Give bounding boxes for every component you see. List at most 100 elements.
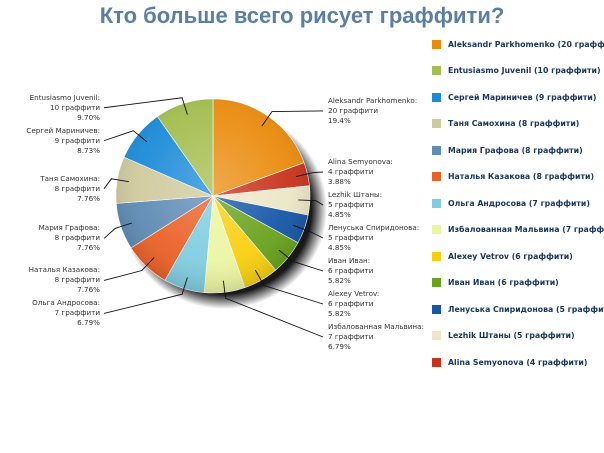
callout-таня-самохина: Таня Самохина: 8 граффити 7.76% xyxy=(40,174,100,204)
callout-name: Alina Semyonova: xyxy=(328,157,393,166)
legend-swatch xyxy=(432,198,441,208)
leader-line-alina-semyonova xyxy=(295,171,324,178)
callout-value-label: 8 граффити xyxy=(54,183,100,193)
legend-item-наталья-казакова: Наталья Казакова (8 граффити) xyxy=(432,172,604,182)
leader-line-aleksandr-parkhomenko xyxy=(261,110,324,127)
chart-title: Кто больше всего рисует граффити? xyxy=(99,3,505,28)
legend-item-ленуська-спиридонова: Ленуська Спиридонова (5 граффити) xyxy=(432,304,604,314)
legend-label: Иван Иван (6 граффити) xyxy=(448,278,559,287)
callout-name: Alexey Vetrov: xyxy=(328,289,380,298)
legend-label: Alexey Vetrov (6 граффити) xyxy=(448,251,573,261)
legend-label: Избалованная Мальвина (7 граффити xyxy=(448,225,604,234)
callout-name: Иван Иван: xyxy=(328,256,371,265)
legend-swatch xyxy=(432,66,441,75)
callout-value-label: 4 граффити xyxy=(328,167,374,176)
callout-name: Сергей Мариничев: xyxy=(26,125,100,135)
callout-name: Lezhik Штаны: xyxy=(328,190,383,199)
callout-percent-label: 6.79% xyxy=(328,342,351,351)
callout-percent-label: 4.85% xyxy=(328,210,351,219)
legend-swatch xyxy=(432,278,441,287)
legend-label: Наталья Казакова (8 граффити) xyxy=(448,172,595,181)
callout-percent-label: 7.76% xyxy=(77,193,100,203)
legend-item-aleksandr-parkhomenko: Aleksandr Parkhomenko (20 граффит xyxy=(432,39,604,49)
callout-percent-label: 5.82% xyxy=(328,309,351,318)
legend-label: Ольга Андросова (7 граффити) xyxy=(448,198,590,208)
callout-value-label: 8 граффити xyxy=(54,233,100,243)
legend-swatch xyxy=(432,251,441,261)
callout-value-label: 20 граффити xyxy=(328,105,378,115)
callout-percent-label: 6.79% xyxy=(77,318,100,328)
legend-item-мария-графова: Мария Графова (8 граффити) xyxy=(432,145,604,155)
callout-сергей-мариничев: Сергей Мариничев: 9 граффити 8.73% xyxy=(26,126,100,156)
callout-name: Aleksandr Parkhomenko: xyxy=(328,95,418,105)
callout-lezhik-штаны: Lezhik Штаны: 5 граффити 4.85% xyxy=(328,190,382,220)
leader-line-ленуська-спиридонова xyxy=(293,224,324,239)
legend-label: Мария Графова (8 граффити) xyxy=(448,145,583,155)
callout-name: Мария Графова: xyxy=(38,223,100,233)
callout-ленуська-спиридонова: Ленуська Спиридонова: 5 граффити 4.85% xyxy=(328,223,419,253)
legend-swatch xyxy=(432,39,441,49)
leader-line-таня-самохина xyxy=(103,178,129,190)
legend-label: Entusiasmo Juvenil (10 граффити) xyxy=(448,66,601,75)
legend-item-lezhik-штаны: Lezhik Штаны (5 граффити) xyxy=(432,331,604,341)
callout-value-label: 10 граффити xyxy=(50,102,100,112)
legend-item-иван-иван: Иван Иван (6 граффити) xyxy=(432,278,604,288)
legend-swatch xyxy=(432,145,441,155)
callout-aleksandr-parkhomenko: Aleksandr Parkhomenko: 20 граффити 19.4% xyxy=(328,96,417,126)
callout-наталья-казакова: Наталья Казакова: 8 граффити 7.76% xyxy=(29,265,100,295)
callout-ольга-андросова: Ольга Андросова: 7 граффити 6.79% xyxy=(32,298,100,328)
legend-label: Таня Самохина (8 граффити) xyxy=(448,119,580,128)
callout-value-label: 6 граффити xyxy=(328,299,374,308)
legend-swatch xyxy=(432,92,441,102)
leader-line-избалованная-мальвина xyxy=(222,280,324,338)
legend-item-alina-semyonova: Alina Semyonova (4 граффити) xyxy=(432,357,604,367)
callout-percent-label: 3.88% xyxy=(328,177,351,186)
legend: Aleksandr Parkhomenko (20 граффит Entusia… xyxy=(432,39,604,384)
callout-value-label: 7 граффити xyxy=(54,308,100,318)
leader-line-alexey-vetrov xyxy=(254,269,324,305)
legend-label: Alina Semyonova (4 граффити) xyxy=(448,357,588,367)
legend-item-сергей-мариничев: Сергей Мариничев (9 граффити) xyxy=(432,92,604,102)
legend-label: Сергей Мариничев (9 граффити) xyxy=(448,92,597,102)
callout-percent-label: 7.76% xyxy=(77,243,100,253)
legend-item-alexey-vetrov: Alexey Vetrov (6 граффити) xyxy=(432,251,604,261)
callout-percent-label: 4.85% xyxy=(328,243,351,252)
legend-item-избалованная-мальвина: Избалованная Мальвина (7 граффити xyxy=(432,225,604,235)
leader-line-сергей-мариничев xyxy=(103,130,148,143)
callout-value-label: 8 граффити xyxy=(54,275,100,285)
legend-item-таня-самохина: Таня Самохина (8 граффити) xyxy=(432,119,604,129)
callout-name: Наталья Казакова: xyxy=(28,265,100,275)
legend-label: Lezhik Штаны (5 граффити) xyxy=(448,331,575,340)
leader-line-ольга-андросова xyxy=(103,277,188,314)
callout-alina-semyonova: Alina Semyonova: 4 граффити 3.88% xyxy=(328,157,393,187)
legend-item-ольга-андросова: Ольга Андросова (7 граффити) xyxy=(432,198,604,208)
callout-value-label: 5 граффити xyxy=(328,200,374,209)
callout-name: Таня Самохина: xyxy=(40,173,100,183)
callout-percent-label: 5.82% xyxy=(328,276,351,285)
leader-line-иван-иван xyxy=(278,249,324,272)
callout-name: Избалованная Мальвина: xyxy=(328,322,424,331)
leader-line-мария-графова xyxy=(103,222,133,239)
callout-value-label: 6 граффити xyxy=(328,266,374,275)
callout-percent-label: 9.70% xyxy=(77,112,100,122)
legend-swatch xyxy=(432,331,441,340)
legend-swatch xyxy=(432,357,441,367)
leader-line-lezhik-штаны xyxy=(298,199,324,206)
callout-name: Ольга Андросова: xyxy=(32,298,100,308)
legend-swatch xyxy=(432,119,441,128)
callout-value-label: 7 граффити xyxy=(328,332,374,341)
callout-percent-label: 8.73% xyxy=(77,145,100,155)
callout-percent-label: 7.76% xyxy=(77,285,100,295)
legend-swatch xyxy=(432,225,441,234)
callout-value-label: 5 граффити xyxy=(328,233,374,242)
legend-swatch xyxy=(432,304,441,314)
legend-label: Ленуська Спиридонова (5 граффити) xyxy=(448,304,604,314)
callout-name: Ленуська Спиридонова: xyxy=(328,223,420,232)
leader-line-наталья-казакова xyxy=(103,257,155,281)
legend-item-entusiasmo-juvenil: Entusiasmo Juvenil (10 граффити) xyxy=(432,66,604,76)
callout-alexey-vetrov: Alexey Vetrov: 6 граффити 5.82% xyxy=(328,289,379,319)
legend-label: Aleksandr Parkhomenko (20 граффит xyxy=(448,39,604,49)
callout-мария-графова: Мария Графова: 8 граффити 7.76% xyxy=(39,223,100,253)
callout-name: Entusiasmo Juvenil: xyxy=(29,92,100,102)
callout-entusiasmo-juvenil: Entusiasmo Juvenil: 10 граффити 9.70% xyxy=(30,93,100,123)
